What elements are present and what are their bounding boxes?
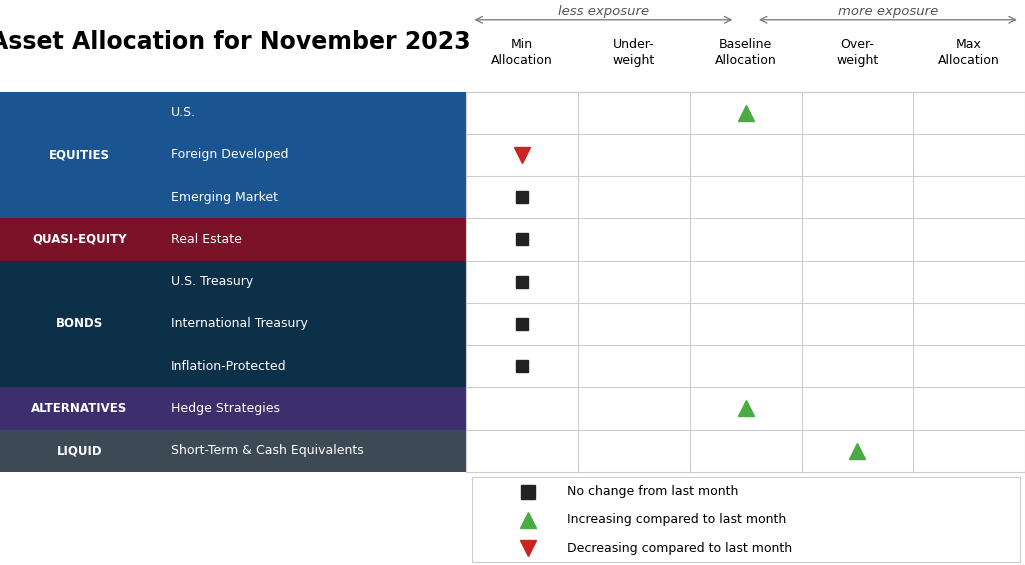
Text: Increasing compared to last month: Increasing compared to last month [567,513,786,527]
Text: less exposure: less exposure [558,5,649,18]
Text: Under-
weight: Under- weight [613,38,655,67]
Text: Decreasing compared to last month: Decreasing compared to last month [567,541,792,555]
FancyBboxPatch shape [0,260,466,387]
Text: Foreign Developed: Foreign Developed [171,149,289,162]
Text: U.S. Treasury: U.S. Treasury [171,275,253,288]
Text: EQUITIES: EQUITIES [49,149,110,162]
Text: more exposure: more exposure [837,5,938,18]
FancyBboxPatch shape [0,429,466,472]
Text: Max
Allocation: Max Allocation [938,38,1000,67]
FancyBboxPatch shape [472,477,1020,562]
Text: No change from last month: No change from last month [567,485,738,498]
Text: Inflation-Protected: Inflation-Protected [171,360,287,373]
Text: QUASI-EQUITY: QUASI-EQUITY [32,233,127,246]
Text: International Treasury: International Treasury [171,318,309,331]
Text: Hedge Strategies: Hedge Strategies [171,402,280,415]
Text: Short-Term & Cash Equivalents: Short-Term & Cash Equivalents [171,444,364,457]
Text: Asset Allocation for November 2023: Asset Allocation for November 2023 [0,31,470,54]
Text: ALTERNATIVES: ALTERNATIVES [32,402,127,415]
Text: Over-
weight: Over- weight [836,38,878,67]
Text: Baseline
Allocation: Baseline Allocation [714,38,777,67]
Text: Real Estate: Real Estate [171,233,242,246]
Text: Emerging Market: Emerging Market [171,190,278,203]
Text: Min
Allocation: Min Allocation [491,38,554,67]
FancyBboxPatch shape [0,218,466,260]
FancyBboxPatch shape [0,387,466,429]
FancyBboxPatch shape [0,92,466,218]
Text: LIQUID: LIQUID [56,444,102,457]
Text: BONDS: BONDS [55,318,104,331]
Text: U.S.: U.S. [171,106,197,119]
